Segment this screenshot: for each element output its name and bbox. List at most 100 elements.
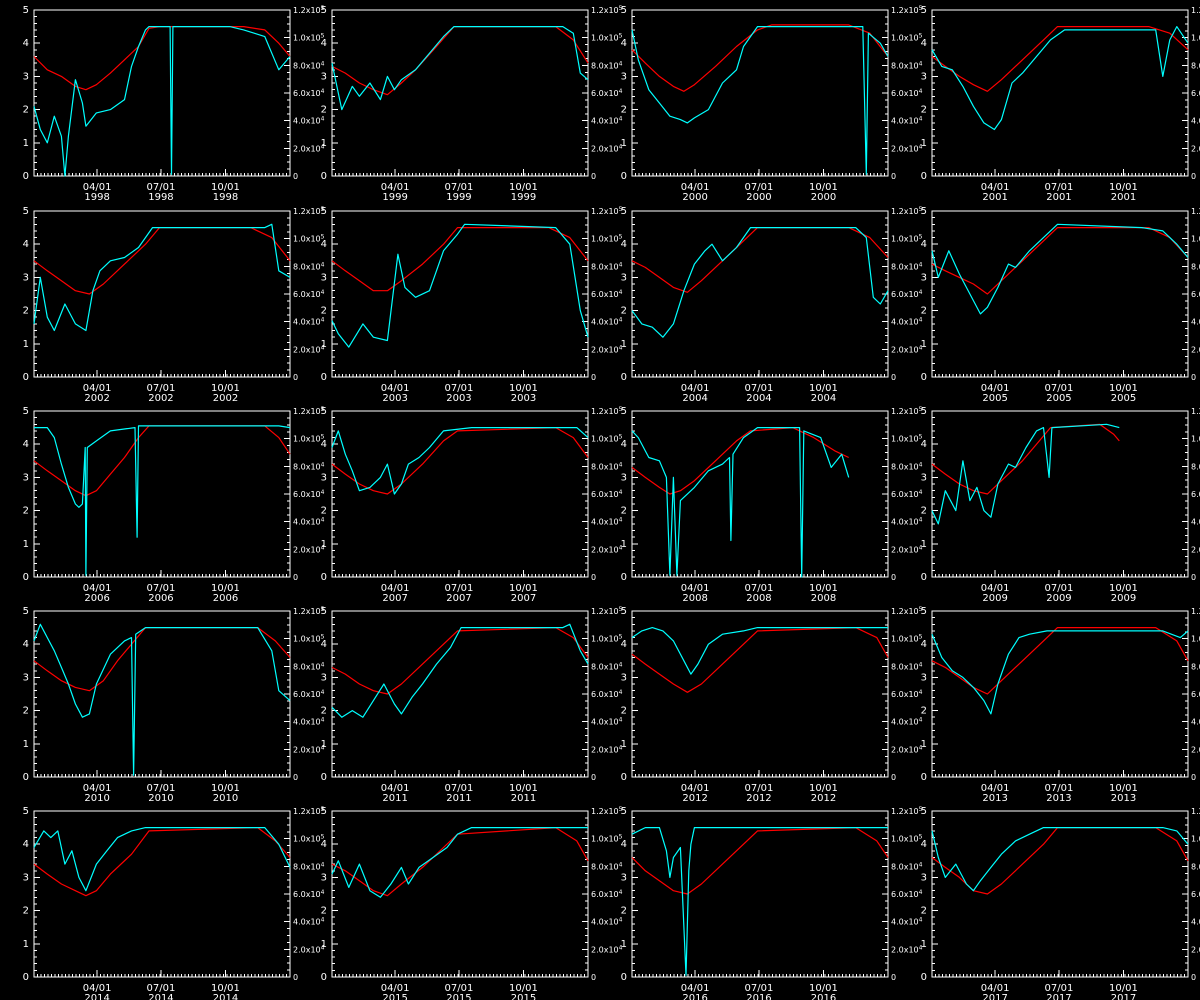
right-tick-label: 8.0x104 — [293, 261, 325, 271]
x-tick-date-label: 04/01 — [83, 983, 112, 994]
left-tick-label: 2 — [23, 306, 29, 317]
x-tick-date-label: 10/01 — [1109, 983, 1138, 994]
right-tick-label: 1.2x105 — [293, 206, 325, 216]
panel-2016: 0 1 2 3 4 5 0 2.0x104 4.0x104 6.0x104 8.0x104 1.0x1… — [621, 806, 923, 1000]
left-tick-label: 1 — [921, 739, 927, 750]
x-tick-date-label: 07/01 — [745, 583, 774, 594]
plot-frame — [331, 9, 589, 177]
left-tick-label: 4 — [23, 239, 29, 250]
left-tick-label: 0 — [23, 372, 29, 383]
panel-1998: 0 1 2 3 4 5 0 2.0x104 4.0x104 6.0x104 8.0x104 1.0x1… — [23, 5, 325, 203]
red-series-line — [931, 26, 1189, 92]
left-tick-label: 5 — [621, 5, 627, 16]
right-tick-label: 1.2x105 — [591, 806, 623, 816]
x-tick-date-label: 07/01 — [745, 983, 774, 994]
x-tick-date-label: 07/01 — [445, 983, 474, 994]
x-tick-date-label: 07/01 — [1045, 983, 1074, 994]
right-tick-label: 1.2x105 — [891, 206, 923, 216]
left-tick-label: 3 — [921, 472, 927, 483]
right-tick-label: 1.2x105 — [891, 406, 923, 416]
right-tick-label: 8.0x104 — [591, 861, 623, 871]
right-tick-label: 0 — [891, 373, 896, 382]
cyan-series-line — [631, 227, 889, 338]
left-tick-label: 5 — [321, 5, 327, 16]
left-tick-label: 0 — [23, 772, 29, 783]
x-tick-date-label: 10/01 — [809, 983, 838, 994]
x-tick-year-label: 2001 — [1111, 192, 1136, 203]
x-tick-date-label: 07/01 — [445, 583, 474, 594]
x-tick-year-label: 1998 — [213, 192, 238, 203]
panel-2011: 0 1 2 3 4 5 0 2.0x104 4.0x104 6.0x104 8.0x104 1.0x1… — [321, 606, 623, 804]
left-tick-label: 2 — [921, 506, 927, 517]
right-tick-label: 1.2x105 — [293, 806, 325, 816]
x-tick-year-label: 2007 — [446, 593, 471, 604]
right-tick-label: 4.0x104 — [1191, 917, 1200, 927]
x-tick-date-label: 10/01 — [509, 383, 538, 394]
right-tick-label: 2.0x104 — [591, 744, 623, 754]
right-tick-label: 2.0x104 — [293, 544, 325, 554]
right-tick-label: 6.0x104 — [891, 489, 923, 499]
x-tick-date-label: 04/01 — [681, 583, 710, 594]
left-tick-label: 4 — [23, 639, 29, 650]
right-tick-label: 0 — [293, 373, 298, 382]
right-tick-label: 0 — [591, 973, 596, 982]
x-tick-year-label: 2017 — [982, 993, 1007, 1000]
red-series-line — [331, 427, 589, 495]
x-tick-date-label: 04/01 — [381, 583, 410, 594]
left-tick-label: 4 — [921, 439, 927, 450]
right-tick-label: 0 — [891, 172, 896, 181]
left-tick-label: 2 — [23, 706, 29, 717]
red-series-line — [631, 427, 849, 495]
x-tick-year-label: 2000 — [682, 192, 707, 203]
right-tick-label: 1.2x105 — [891, 806, 923, 816]
left-tick-label: 4 — [921, 639, 927, 650]
x-tick-date-label: 07/01 — [745, 783, 774, 794]
panel-2001: 0 1 2 3 4 5 0 2.0x104 4.0x104 6.0x104 8.0x104 1.0x1… — [921, 5, 1200, 203]
right-tick-label: 4.0x104 — [293, 717, 325, 727]
left-tick-label: 2 — [921, 706, 927, 717]
left-tick-label: 4 — [321, 639, 327, 650]
right-tick-label: 0 — [891, 573, 896, 582]
x-tick-date-label: 07/01 — [445, 783, 474, 794]
left-tick-label: 2 — [321, 105, 327, 116]
right-tick-label: 1.2x105 — [591, 206, 623, 216]
red-series-line — [33, 826, 291, 897]
right-tick-label: 2.0x104 — [591, 143, 623, 153]
right-tick-label: 4.0x104 — [891, 717, 923, 727]
right-tick-label: 0 — [591, 773, 596, 782]
red-series-line — [931, 227, 1189, 295]
left-tick-label: 0 — [621, 572, 627, 583]
right-tick-label: 1.0x105 — [591, 634, 623, 644]
plot-frame — [631, 9, 889, 177]
right-tick-label: 6.0x104 — [293, 689, 325, 699]
right-tick-label: 2.0x104 — [1191, 744, 1200, 754]
right-tick-label: 1.2x105 — [591, 5, 623, 15]
x-tick-year-label: 2006 — [213, 593, 238, 604]
left-tick-label: 1 — [23, 739, 29, 750]
right-tick-label: 4.0x104 — [891, 317, 923, 327]
right-tick-label: 1.0x105 — [591, 834, 623, 844]
plot-frame — [631, 810, 889, 978]
left-tick-label: 4 — [23, 839, 29, 850]
x-tick-year-label: 2004 — [811, 393, 836, 404]
x-tick-date-label: 07/01 — [1045, 383, 1074, 394]
red-series-line — [331, 227, 589, 292]
left-tick-label: 4 — [23, 38, 29, 49]
panel-2004: 0 1 2 3 4 5 0 2.0x104 4.0x104 6.0x104 8.0x104 1.0x1… — [621, 206, 923, 404]
right-tick-label: 6.0x104 — [591, 489, 623, 499]
left-tick-label: 1 — [321, 539, 327, 550]
right-tick-label: 4.0x104 — [293, 517, 325, 527]
x-tick-date-label: 10/01 — [211, 783, 240, 794]
red-series-line — [931, 826, 1189, 895]
right-tick-label: 4.0x104 — [591, 717, 623, 727]
left-tick-label: 3 — [23, 872, 29, 883]
x-tick-date-label: 10/01 — [509, 583, 538, 594]
right-tick-label: 8.0x104 — [891, 60, 923, 70]
left-tick-label: 0 — [321, 772, 327, 783]
x-tick-date-label: 10/01 — [1109, 783, 1138, 794]
x-tick-year-label: 2012 — [811, 793, 836, 804]
left-tick-label: 5 — [621, 206, 627, 217]
left-tick-label: 1 — [921, 539, 927, 550]
panel-2009: 0 1 2 3 4 5 0 2.0x104 4.0x104 6.0x104 8.0x104 1.0x1… — [921, 406, 1200, 604]
left-tick-label: 2 — [23, 506, 29, 517]
